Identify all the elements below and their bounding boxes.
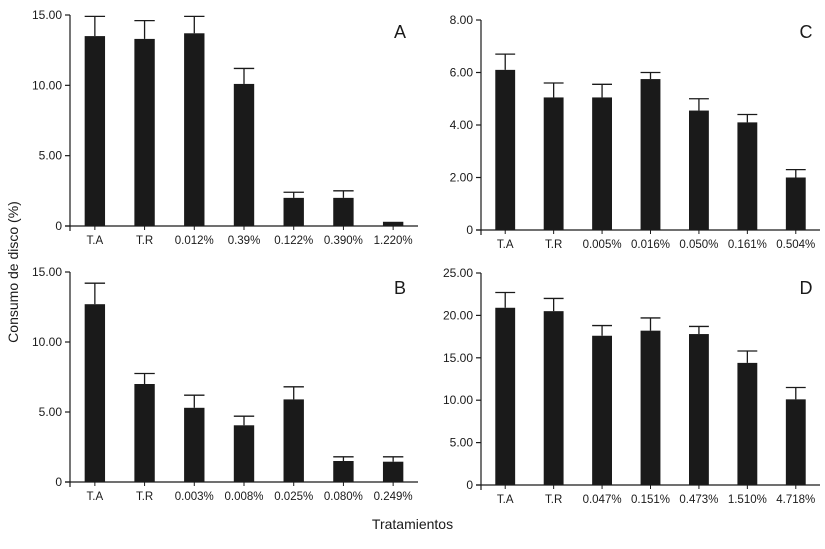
panel-d-label: D (800, 278, 813, 298)
panel-b-category-label: T.R (136, 491, 153, 503)
panel-c-bar (592, 97, 612, 230)
panel-d-category-label: 1.510% (728, 494, 767, 506)
panel-d-y-tick-label: 20.00 (443, 308, 473, 322)
panel-c-bar (495, 69, 516, 230)
panel-b-category-label: T.A (87, 491, 104, 503)
panel-c-bar (640, 79, 661, 230)
panel-c-label: C (800, 22, 813, 42)
panel-c-category-label: T.R (545, 239, 562, 251)
panel-d-category-label: T.A (497, 494, 514, 506)
y-axis-label-text: Consumo de disco (%) (5, 201, 21, 343)
panel-d-bar (592, 335, 612, 485)
panel-b-label: B (394, 278, 406, 298)
panel-c-bar (737, 122, 758, 230)
panel-a-y-tick-label: 15.00 (32, 8, 62, 22)
panel-a-y-tick-label: 5.00 (39, 149, 63, 163)
shared-y-axis-label: Consumo de disco (%) (2, 0, 24, 544)
panel-a-category-label: 0.39% (228, 235, 261, 247)
panel-c-bar (689, 110, 709, 230)
panel-d-bar (737, 362, 758, 485)
panel-b-y-tick-label: 10.00 (32, 335, 62, 349)
panel-a-category-label: 1.220% (374, 235, 413, 247)
panel-c-category-label: 0.050% (679, 239, 718, 251)
panel-d-category-label: 0.473% (679, 494, 718, 506)
panel-b-category-label: 0.080% (324, 491, 363, 503)
panel-b-y-tick-label: 5.00 (39, 405, 63, 419)
panel-c-category-label: 0.016% (631, 239, 670, 251)
panel-d-bar (785, 399, 806, 485)
panel-a-category-label: 0.012% (175, 235, 214, 247)
panel-b-category-label: 0.025% (274, 491, 313, 503)
panel-a-category-label: T.A (87, 235, 104, 247)
panel-c-category-label: 0.161% (728, 239, 767, 251)
panel-b-bar (382, 461, 404, 482)
panel-c-bar (543, 97, 564, 230)
panel-b-category-label: 0.008% (224, 491, 263, 503)
panel-a-y-tick-label: 10.00 (32, 78, 62, 92)
panel-b-bar (84, 304, 106, 482)
panel-a-bar (184, 33, 205, 226)
panel-b-bar (233, 425, 255, 482)
panel-d-category-label: 0.047% (583, 494, 622, 506)
panel-c-y-tick-label: 2.00 (450, 171, 474, 185)
panel-a-bar (233, 83, 255, 226)
panel-c-y-tick-label: 0 (466, 223, 473, 237)
panel-b-bar (283, 399, 304, 482)
panel-c-bar (785, 177, 806, 230)
panel-d-y-tick-label: 15.00 (443, 351, 473, 365)
panel-b-bar (333, 461, 354, 482)
panel-a-bar (84, 36, 106, 226)
panel-d-category-label: 0.151% (631, 494, 670, 506)
panel-a-y-tick-label: 0 (55, 219, 62, 233)
panel-c-category-label: 0.504% (776, 239, 815, 251)
panel-c-y-tick-label: 8.00 (450, 13, 474, 27)
panel-d-bar (495, 307, 516, 485)
panel-d-y-tick-label: 10.00 (443, 393, 473, 407)
panel-b-category-label: 0.003% (175, 491, 214, 503)
panel-a-bar (283, 197, 304, 226)
panel-d-y-tick-label: 25.00 (443, 266, 473, 280)
panel-b-category-label: 0.249% (374, 491, 413, 503)
panel-d-bar (689, 334, 709, 485)
panel-d-bar (543, 311, 564, 485)
panel-b-bar (134, 384, 155, 482)
shared-x-axis-label: Tratamientos (371, 516, 454, 532)
panel-b-y-tick-label: 15.00 (32, 265, 62, 279)
panel-a-bar (134, 38, 155, 227)
panel-d-bar (640, 330, 661, 485)
panel-c-category-label: T.A (497, 239, 514, 251)
panel-d-y-tick-label: 0 (466, 478, 473, 492)
panel-a-category-label: T.R (136, 235, 153, 247)
panel-a-bar (382, 221, 404, 226)
panel-a-label: A (394, 22, 406, 42)
panel-b-bar (184, 407, 205, 482)
panel-a-bar (333, 197, 354, 226)
panel-d-category-label: T.R (545, 494, 562, 506)
panel-c-y-tick-label: 6.00 (450, 66, 474, 80)
panel-d-category-label: 4.718% (776, 494, 815, 506)
panel-a-category-label: 0.390% (324, 235, 363, 247)
panel-c-y-tick-label: 4.00 (450, 118, 474, 132)
panel-b-y-tick-label: 0 (55, 475, 62, 489)
panel-a-category-label: 0.122% (274, 235, 313, 247)
panel-d-y-tick-label: 5.00 (450, 436, 474, 450)
panel-c-category-label: 0.005% (583, 239, 622, 251)
